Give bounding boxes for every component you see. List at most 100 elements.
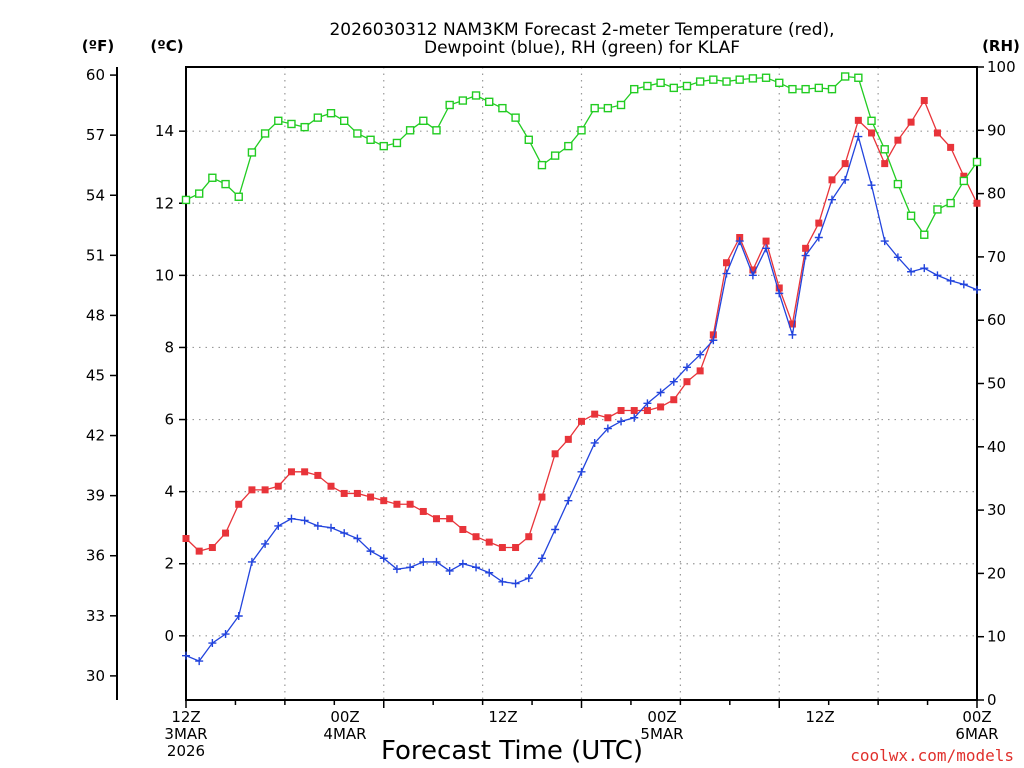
celsius-tick-label: 4 <box>164 483 174 501</box>
rh-point <box>880 145 889 154</box>
temperature-point <box>723 259 731 267</box>
grid <box>186 67 977 700</box>
rh-tick-label: 70 <box>987 248 1006 266</box>
temperature-point <box>973 199 981 207</box>
dewpoint-point <box>353 534 362 543</box>
x-tick-date-label: 3MAR <box>164 725 207 743</box>
rh-point <box>761 73 771 82</box>
rh-point <box>867 116 876 126</box>
temperature-point <box>854 116 862 124</box>
dewpoint-point <box>261 539 270 548</box>
dewpoint-point <box>867 181 876 190</box>
x-tick-label: 00Z <box>330 708 359 726</box>
temperature-point <box>419 507 427 515</box>
dewpoint-point <box>682 363 691 372</box>
temperature-point <box>446 515 454 523</box>
temperature-point <box>815 219 823 227</box>
dewpoint-point <box>551 525 560 534</box>
temperature-point <box>340 489 348 497</box>
dewpoint-point <box>669 377 678 386</box>
rh-point <box>274 116 283 126</box>
rh-point <box>405 126 415 135</box>
x-tick-label: 12Z <box>171 708 200 726</box>
dewpoint-point <box>893 253 902 262</box>
chart-title-line2: Dewpoint (blue), RH (green) for KLAF <box>424 38 740 58</box>
celsius-unit-label: (ºC) <box>150 37 183 55</box>
rh-point <box>458 96 468 105</box>
temperature-point <box>367 493 375 501</box>
temperature-point <box>248 486 256 494</box>
rh-tick-label: 50 <box>987 375 1006 393</box>
dewpoint-point <box>234 612 243 621</box>
fahrenheit-tick-label: 54 <box>86 186 105 204</box>
dewpoint-point <box>537 554 546 563</box>
temperature-point <box>894 136 902 144</box>
dewpoint-point <box>419 557 428 566</box>
rh-point <box>419 116 428 126</box>
rh-point <box>840 72 850 81</box>
temperature-point <box>683 378 691 386</box>
dewpoint-point <box>643 399 652 408</box>
dewpoint-point <box>946 276 955 285</box>
rh-point <box>300 122 309 132</box>
rh-point <box>432 126 441 135</box>
rh-tick-label: 40 <box>987 438 1006 456</box>
dewpoint-point <box>300 516 309 525</box>
temperature-point <box>749 266 757 274</box>
dewpoint-point <box>735 237 744 246</box>
dewpoint-point <box>498 577 507 586</box>
dewpoint-point <box>524 574 533 583</box>
temperature-point <box>498 544 506 552</box>
dewpoint-point <box>247 557 256 566</box>
temperature-point <box>591 410 599 418</box>
dewpoint-point <box>775 289 784 298</box>
dewpoint-point <box>485 568 494 577</box>
dewpoint-point <box>656 388 665 397</box>
rh-point <box>471 91 481 100</box>
x-tick-year-label: 2026 <box>167 742 205 760</box>
rh-tick-label: 0 <box>987 691 997 709</box>
dewpoint-point <box>366 547 375 556</box>
dewpoint-point <box>696 350 705 359</box>
temperature-point <box>182 535 190 543</box>
rh-point <box>616 100 626 110</box>
rh-point <box>550 151 560 160</box>
temperature-point <box>947 143 955 151</box>
fahrenheit-tick-label: 39 <box>86 487 105 505</box>
fahrenheit-tick-label: 36 <box>86 547 105 565</box>
dewpoint-point <box>762 244 771 253</box>
temperature-point <box>960 172 968 180</box>
fahrenheit-tick-label: 57 <box>86 126 105 144</box>
fahrenheit-tick-label: 60 <box>86 66 105 84</box>
temperature-point <box>432 515 440 523</box>
temperature-point <box>868 129 876 137</box>
rh-tick-label: 30 <box>987 501 1006 519</box>
x-tick-label: 12Z <box>488 708 517 726</box>
rh-unit-label: (RH) <box>982 37 1020 55</box>
rh-point <box>972 157 982 167</box>
temperature-point <box>222 529 230 537</box>
dewpoint-point <box>973 285 981 294</box>
temperature-point <box>551 450 559 458</box>
dewpoint-point <box>221 630 230 639</box>
celsius-tick-label: 8 <box>164 338 174 356</box>
temperature-point <box>512 544 520 552</box>
dewpoint-point <box>959 280 968 289</box>
rh-point <box>748 74 758 83</box>
rh-point <box>656 78 665 88</box>
x-tick-date-label: 4MAR <box>323 725 366 743</box>
temperature-point <box>670 396 678 404</box>
dewpoint-point <box>880 237 889 246</box>
temperature-point <box>261 486 269 494</box>
rh-point <box>959 176 969 186</box>
rh-point <box>511 113 520 122</box>
celsius-tick-label: 0 <box>164 627 174 645</box>
rh-point <box>590 103 599 113</box>
x-tick-date-label: 6MAR <box>955 725 998 743</box>
rh-point <box>221 179 230 189</box>
rh-point <box>485 97 494 107</box>
dewpoint-point <box>458 559 467 568</box>
rh-point <box>893 179 903 189</box>
rh-point <box>775 78 784 88</box>
temperature-point <box>643 407 651 415</box>
